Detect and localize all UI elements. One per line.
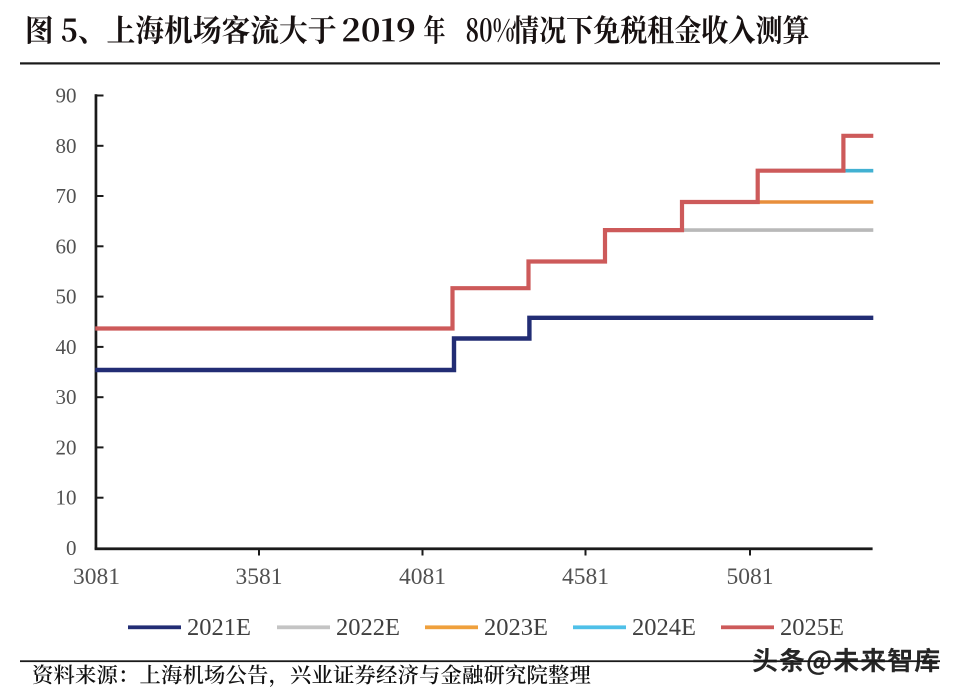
svg-text:40: 40 <box>56 335 77 359</box>
svg-text:90: 90 <box>56 84 77 108</box>
svg-text:3581: 3581 <box>236 564 283 590</box>
svg-text:70: 70 <box>56 184 77 208</box>
svg-text:10: 10 <box>56 486 77 510</box>
svg-text:4081: 4081 <box>399 564 446 590</box>
svg-text:2024E: 2024E <box>632 614 696 641</box>
svg-text:2023E: 2023E <box>484 614 548 641</box>
svg-text:2021E: 2021E <box>187 614 251 641</box>
svg-text:4581: 4581 <box>562 564 609 590</box>
svg-text:2025E: 2025E <box>780 614 844 641</box>
svg-text:5081: 5081 <box>727 564 774 590</box>
svg-text:3081: 3081 <box>73 564 120 590</box>
svg-text:0: 0 <box>66 536 77 560</box>
svg-text:80: 80 <box>56 134 77 158</box>
svg-text:2022E: 2022E <box>336 614 400 641</box>
svg-text:50: 50 <box>56 285 77 309</box>
svg-text:60: 60 <box>56 234 77 258</box>
svg-text:30: 30 <box>56 385 77 409</box>
svg-text:20: 20 <box>56 435 77 459</box>
